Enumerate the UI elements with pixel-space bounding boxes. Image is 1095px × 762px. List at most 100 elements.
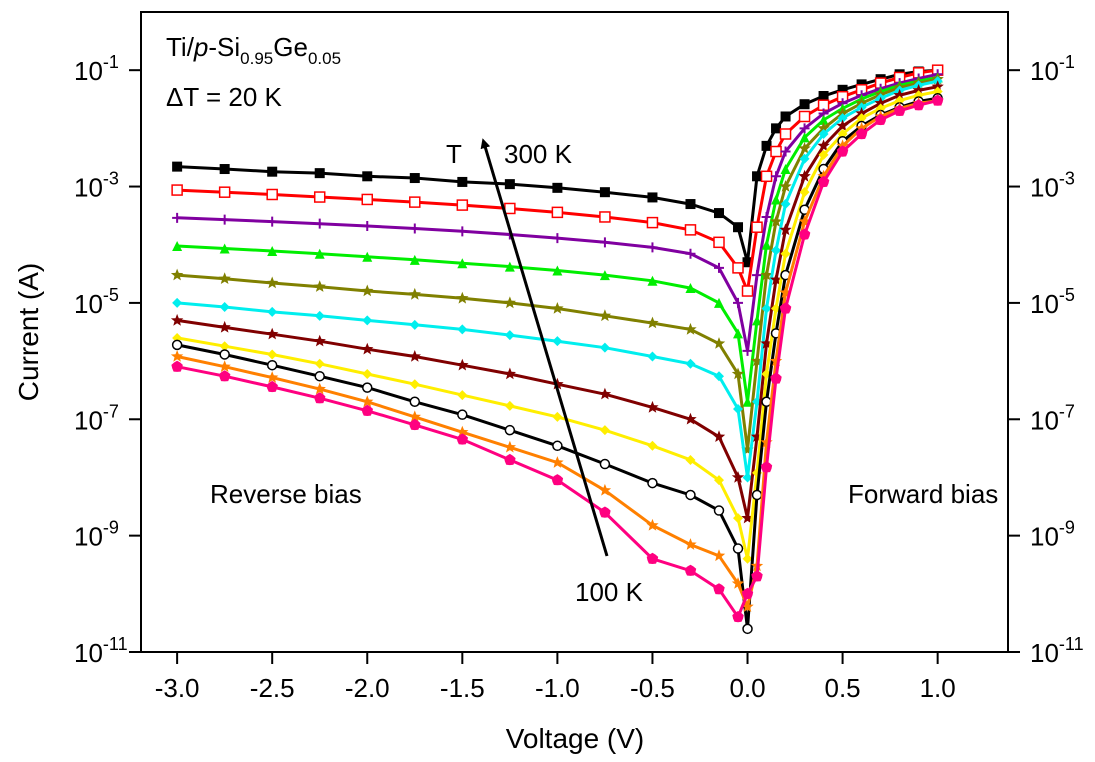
data-point — [837, 129, 848, 140]
data-point — [170, 313, 184, 326]
data-point — [267, 349, 278, 360]
data-point — [647, 477, 658, 489]
x-tick-label: -2.5 — [250, 673, 295, 703]
data-point — [456, 433, 468, 445]
data-point — [817, 139, 830, 152]
data-point — [599, 187, 610, 198]
data-point — [599, 270, 610, 281]
data-point — [267, 166, 278, 177]
data-point — [552, 411, 563, 422]
y-tick-label: 10-5 — [74, 285, 119, 319]
data-point — [874, 96, 887, 109]
series — [172, 76, 943, 483]
data-point — [731, 471, 745, 483]
data-point — [799, 187, 810, 198]
data-point — [752, 315, 763, 326]
data-point — [752, 270, 763, 281]
x-tick-label: -1.5 — [440, 673, 485, 703]
data-point — [751, 570, 763, 582]
data-point — [818, 114, 829, 125]
series — [170, 80, 944, 524]
data-point — [456, 291, 469, 304]
data-point — [314, 218, 325, 229]
data-point — [598, 483, 612, 496]
data-point — [266, 380, 278, 393]
data-point — [267, 216, 278, 227]
data-point — [361, 342, 374, 355]
data-point — [218, 360, 231, 372]
data-point — [599, 237, 610, 248]
data-point — [837, 84, 848, 95]
data-point — [798, 169, 811, 182]
data-point — [361, 193, 374, 206]
data-point — [362, 382, 373, 393]
data-point — [856, 113, 867, 124]
data-point — [170, 268, 184, 281]
data-point — [799, 99, 810, 110]
data-point — [733, 222, 744, 233]
data-point — [598, 309, 612, 322]
data-point — [219, 370, 231, 382]
data-point — [171, 360, 183, 372]
series — [171, 94, 944, 623]
series — [171, 64, 944, 297]
data-point — [760, 337, 773, 349]
region-label: Reverse bias — [210, 479, 362, 509]
data-point — [751, 221, 763, 233]
data-point — [741, 587, 754, 599]
data-point — [742, 345, 753, 356]
data-point — [314, 370, 325, 382]
data-point — [457, 390, 468, 401]
data-point — [750, 430, 764, 442]
data-point — [760, 461, 773, 473]
data-point — [552, 440, 563, 452]
data-point — [503, 367, 516, 380]
data-point — [837, 113, 848, 124]
data-point — [712, 549, 726, 562]
data-point — [780, 199, 791, 210]
data-point — [713, 583, 725, 595]
data-point — [362, 368, 373, 379]
data-point — [219, 164, 230, 175]
data-point — [219, 243, 230, 254]
data-point — [685, 489, 696, 501]
data-point — [313, 334, 326, 347]
data-point — [409, 254, 420, 265]
x-tick-label: -1.0 — [535, 673, 580, 703]
data-point — [714, 262, 724, 273]
data-point — [503, 296, 516, 309]
data-point — [779, 286, 792, 298]
data-point — [503, 440, 516, 453]
data-point — [742, 553, 753, 564]
data-point — [266, 359, 278, 371]
data-point — [647, 275, 658, 286]
data-point — [836, 119, 849, 132]
data-point — [267, 246, 278, 257]
data-point — [779, 128, 792, 140]
data-point — [171, 184, 183, 196]
data-point — [218, 272, 231, 284]
data-point — [646, 216, 659, 229]
x-tick-label: -2.0 — [345, 673, 390, 703]
data-point — [712, 430, 726, 442]
data-point — [361, 395, 374, 407]
data-point — [362, 315, 373, 326]
data-point — [893, 88, 906, 101]
sample-part: 0.05 — [308, 49, 341, 68]
x-tick-label: 1.0 — [920, 673, 956, 703]
data-point — [599, 425, 610, 436]
data-point — [770, 145, 782, 158]
data-point — [684, 224, 697, 236]
y2-tick-label: 10-9 — [1030, 518, 1075, 552]
data-point — [713, 236, 725, 249]
region-label: Forward bias — [848, 479, 998, 509]
data-point — [266, 276, 279, 289]
data-point — [457, 324, 468, 335]
data-point — [780, 146, 791, 157]
series — [172, 69, 943, 356]
sample-part: Ge — [273, 32, 308, 62]
y2-tick-label: 10-11 — [1030, 634, 1084, 668]
data-point — [552, 182, 563, 193]
data-point — [314, 358, 325, 369]
data-point — [685, 454, 696, 465]
